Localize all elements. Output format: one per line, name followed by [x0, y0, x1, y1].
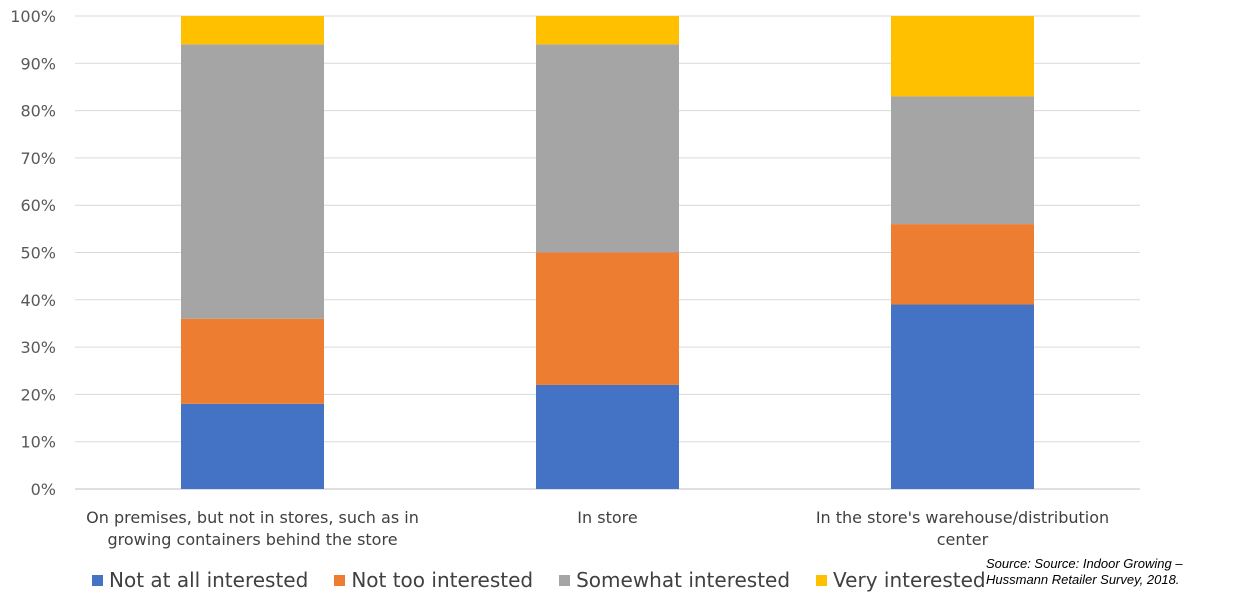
x-tick-label: In the store's warehouse/distribution — [816, 508, 1109, 527]
legend-swatch — [559, 574, 571, 586]
bar-segment — [891, 304, 1034, 489]
legend-swatch — [92, 574, 103, 586]
bar-segment — [181, 16, 324, 45]
y-tick-label: 60% — [20, 196, 56, 215]
bar-segment — [181, 318, 324, 404]
legend-item: Not too interested — [334, 568, 533, 592]
bar-segment — [891, 224, 1034, 305]
legend-swatch — [334, 574, 346, 586]
bar-segment — [181, 44, 324, 319]
y-tick-label: 100% — [10, 7, 56, 26]
source-note: Source: Source: Indoor Growing – Hussman… — [986, 556, 1241, 588]
x-tick-label: growing containers behind the store — [107, 530, 397, 549]
y-tick-label: 30% — [20, 338, 56, 357]
source-line: Source: Source: Indoor Growing – — [986, 556, 1183, 571]
bars — [181, 16, 1034, 489]
y-axis: 0% 10% 20% 30% 40% 50% 60% 70% 80% 90% 100% — [10, 7, 56, 499]
bar-segment — [536, 384, 679, 489]
legend-item: Not at all interested — [92, 568, 308, 592]
legend-label: Not too interested — [351, 568, 534, 592]
y-tick-label: 80% — [20, 102, 56, 121]
bar-segment — [891, 16, 1034, 97]
source-line: Hussmann Retailer Survey, 2018. — [986, 572, 1180, 587]
legend-item: Very interested — [816, 568, 986, 592]
x-axis: On premises, but not in stores, such as … — [86, 508, 1109, 549]
legend-item: Somewhat interested — [559, 568, 790, 592]
x-tick-label: center — [937, 530, 989, 549]
legend-label: Very interested — [833, 568, 986, 592]
y-tick-label: 40% — [20, 291, 56, 310]
legend: Not at all interested Not too interested… — [92, 568, 1012, 592]
bar-segment — [536, 16, 679, 45]
bar-segment — [181, 403, 324, 489]
y-tick-label: 0% — [31, 480, 56, 499]
legend-swatch — [816, 574, 828, 586]
bar-segment — [536, 44, 679, 253]
y-tick-label: 20% — [20, 385, 56, 404]
legend-label: Somewhat interested — [576, 568, 791, 592]
y-tick-label: 90% — [20, 54, 56, 73]
legend-label: Not at all interested — [109, 568, 309, 592]
x-tick-label: In store — [577, 508, 637, 527]
y-tick-label: 10% — [20, 433, 56, 452]
x-tick-label: On premises, but not in stores, such as … — [86, 508, 419, 527]
y-tick-label: 50% — [20, 244, 56, 263]
bar-segment — [891, 96, 1034, 225]
y-tick-label: 70% — [20, 149, 56, 168]
bar-segment — [536, 252, 679, 385]
